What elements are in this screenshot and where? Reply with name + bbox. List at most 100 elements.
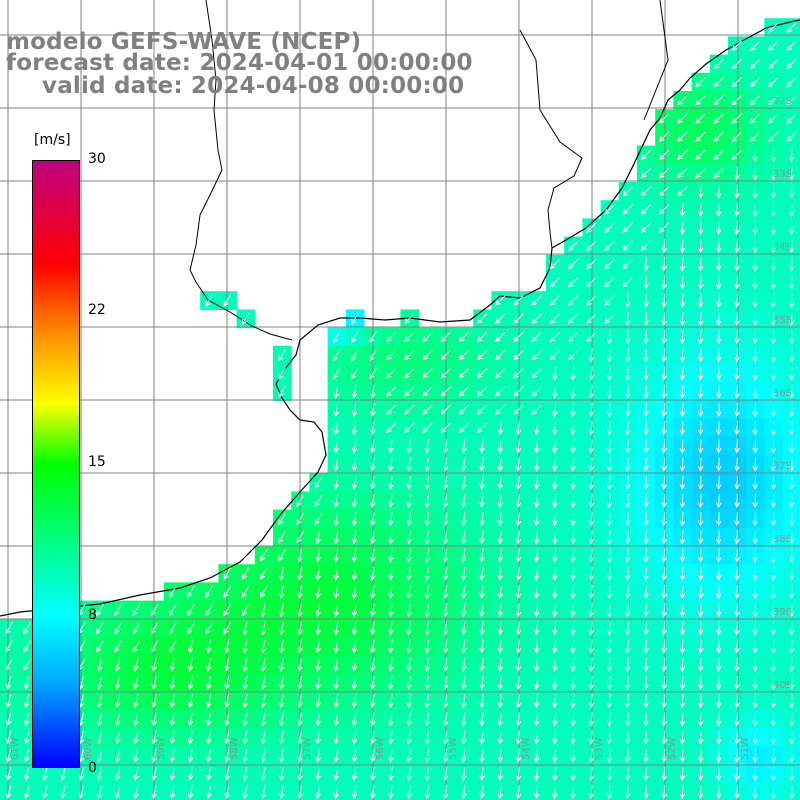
wind-arrow: [552, 766, 558, 782]
wind-arrow: [734, 621, 740, 636]
wind-arrow: [315, 748, 321, 763]
wind-arrow: [788, 184, 795, 199]
wind-arrow: [552, 566, 558, 581]
wind-arrow: [640, 149, 652, 161]
lon-label: 59W: [156, 737, 167, 760]
wind-arrow: [351, 621, 358, 636]
wind-arrow: [752, 603, 759, 618]
wind-arrow: [734, 384, 740, 399]
wind-arrow: [442, 730, 449, 745]
wind-arrow: [479, 475, 485, 490]
wind-arrow: [788, 257, 795, 272]
wind-arrow: [713, 131, 724, 142]
wind-arrow: [588, 766, 595, 782]
wind-arrow: [679, 584, 686, 600]
wind-arrow: [60, 767, 66, 781]
wind-arrow: [715, 330, 722, 345]
wind-arrow: [42, 767, 48, 781]
wind-arrow: [479, 566, 485, 581]
wind-arrow: [351, 330, 359, 344]
wind-arrow: [422, 368, 433, 379]
wind-arrow: [752, 366, 759, 381]
wind-arrow: [442, 712, 449, 727]
wind-arrow: [278, 385, 286, 398]
wind-arrow: [388, 585, 394, 599]
wind-arrow: [369, 694, 376, 709]
wind-arrow: [770, 239, 777, 254]
wind-arrow: [533, 675, 540, 691]
wind-arrow: [333, 512, 340, 527]
wind-arrow: [278, 730, 285, 745]
wind-arrow: [643, 439, 649, 454]
wind-arrow: [242, 676, 249, 690]
wind-arrow: [752, 330, 759, 345]
wind-arrow: [385, 349, 397, 361]
wind-arrow: [531, 295, 542, 306]
wind-arrow: [679, 257, 686, 272]
wind-arrow: [388, 548, 394, 563]
wind-arrow: [770, 639, 777, 654]
wind-arrow: [260, 567, 268, 580]
wind-arrow: [606, 621, 613, 636]
wind-arrow: [661, 730, 668, 745]
wind-arrow: [424, 748, 431, 763]
wind-arrow: [315, 785, 321, 800]
wind-arrow: [531, 313, 542, 324]
wind-arrow: [770, 184, 777, 199]
wind-arrow: [332, 349, 341, 362]
wind-arrow: [533, 439, 540, 454]
wind-arrow: [731, 76, 743, 88]
wind-arrow: [788, 548, 795, 563]
wind-arrow: [570, 402, 576, 418]
wind-arrow: [495, 295, 506, 306]
wind-arrow: [404, 368, 415, 379]
wind-arrow: [643, 330, 649, 345]
wind-arrow: [333, 421, 340, 436]
wind-arrow: [770, 384, 777, 399]
wind-arrow: [697, 493, 704, 509]
wind-arrow: [552, 694, 558, 709]
wind-arrow: [96, 622, 104, 635]
wind-arrow: [749, 58, 761, 70]
wind-arrow: [424, 530, 431, 545]
wind-arrow: [369, 712, 376, 727]
wind-arrow: [424, 548, 431, 563]
wind-arrow: [458, 368, 470, 379]
wind-arrow: [369, 330, 377, 344]
wind-arrow: [385, 331, 397, 343]
wind-arrow: [567, 295, 579, 306]
wind-arrow: [770, 257, 777, 272]
wind-arrow: [406, 748, 412, 763]
wind-arrow: [697, 366, 704, 381]
wind-arrow: [661, 785, 668, 800]
wind-arrow: [513, 349, 524, 361]
wind-arrow: [132, 622, 141, 635]
wind-arrow: [315, 730, 321, 745]
wind-arrow: [734, 275, 740, 290]
wind-arrow: [643, 275, 649, 290]
wind-arrow: [752, 493, 759, 509]
wind-arrow: [715, 566, 722, 581]
wind-arrow: [497, 657, 504, 672]
wind-arrow: [788, 512, 795, 527]
wind-arrow: [695, 76, 706, 88]
wind-arrow: [643, 257, 649, 272]
wind-arrow: [241, 567, 250, 580]
wind-arrow: [388, 694, 394, 709]
wind-arrow: [533, 603, 540, 618]
wind-arrow: [713, 149, 724, 161]
wind-arrow: [388, 767, 394, 781]
wind-arrow: [624, 402, 631, 418]
wind-arrow: [533, 493, 540, 509]
wind-arrow: [643, 766, 649, 782]
wind-arrow: [442, 621, 449, 636]
wind-arrow: [533, 566, 540, 581]
wind-arrow: [515, 421, 522, 436]
wind-arrow: [442, 475, 449, 490]
wind-arrow: [333, 676, 340, 690]
wind-arrow: [788, 202, 795, 217]
wind-arrow: [731, 40, 743, 51]
wind-arrow: [679, 657, 686, 672]
wind-arrow: [715, 220, 722, 236]
wind-arrow: [442, 530, 449, 545]
